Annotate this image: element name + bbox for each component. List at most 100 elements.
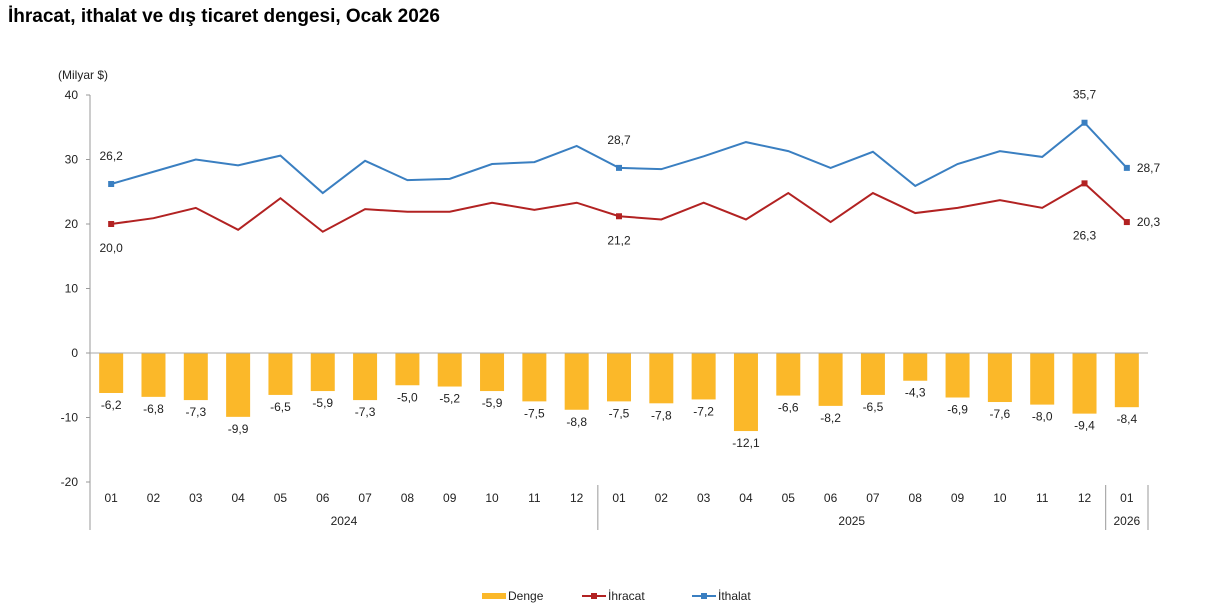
bar-denge: [818, 353, 843, 406]
marker-ithalat: [616, 164, 622, 171]
y-tick-label: 20: [65, 217, 79, 231]
x-tick-label: 10: [993, 491, 1007, 505]
x-tick-label: 04: [739, 491, 753, 505]
y-tick-label: 30: [65, 153, 79, 167]
bar-denge: [353, 353, 378, 401]
y-tick-label: 0: [71, 346, 78, 360]
y-tick-label: 10: [65, 282, 79, 296]
line-ihracat: [111, 182, 1128, 233]
bar-label: -7,8: [651, 408, 672, 422]
bar-denge: [480, 353, 505, 392]
chart-title: İhracat, ithalat ve dış ticaret dengesi,…: [8, 6, 440, 27]
bar-label: -5,0: [397, 390, 418, 404]
x-tick-label: 09: [443, 491, 457, 505]
bar-label: -8,4: [1116, 412, 1137, 426]
marker-ithalat: [1123, 164, 1130, 171]
point-label-ithalat: 28,7: [607, 133, 631, 147]
bar-label: -6,9: [947, 403, 968, 417]
x-tick-label: 01: [1120, 491, 1134, 505]
bar-label: -12,1: [732, 436, 760, 450]
bar-label: -6,5: [863, 400, 884, 414]
legend-denge: Denge: [508, 589, 544, 603]
bar-label: -9,4: [1074, 419, 1095, 433]
bar-label: -8,0: [1032, 410, 1053, 424]
bar-denge: [141, 353, 166, 397]
bar-label: -7,5: [609, 406, 630, 420]
bar-label: -9,9: [228, 422, 249, 436]
point-label-ithalat: 26,2: [99, 149, 123, 163]
marker-ihracat: [616, 213, 622, 220]
legend-ithalat: İthalat: [718, 589, 751, 603]
x-tick-label: 03: [697, 491, 711, 505]
bar-label: -7,3: [185, 405, 206, 419]
x-tick-label: 01: [612, 491, 626, 505]
bar-denge: [1072, 353, 1097, 414]
x-tick-label: 08: [909, 491, 923, 505]
bar-label: -4,3: [905, 386, 926, 400]
marker-ihracat: [1123, 219, 1130, 226]
bar-denge: [903, 353, 928, 381]
bar-denge: [860, 353, 885, 395]
marker-ithalat: [108, 181, 115, 188]
x-tick-label: 12: [570, 491, 584, 505]
bar-label: -6,2: [101, 398, 122, 412]
y-tick-label: -10: [61, 411, 79, 425]
x-tick-label: 02: [655, 491, 669, 505]
x-tick-label: 05: [782, 491, 796, 505]
x-tick-label: 06: [316, 491, 330, 505]
bar-denge: [268, 353, 293, 395]
bar-denge: [1030, 353, 1055, 405]
bar-label: -7,3: [355, 405, 376, 419]
legend-marker: [701, 593, 707, 599]
bar-denge: [226, 353, 251, 417]
x-tick-label: 04: [231, 491, 245, 505]
bar-label: -7,2: [693, 404, 714, 418]
year-label: 2024: [331, 514, 358, 528]
x-tick-label: 08: [401, 491, 415, 505]
bar-label: -5,9: [312, 396, 333, 410]
bar-label: -8,2: [820, 411, 841, 425]
bar-label: -5,2: [439, 392, 460, 406]
year-label: 2025: [838, 514, 865, 528]
point-label-ihracat: 21,2: [607, 233, 631, 247]
x-tick-label: 10: [485, 491, 499, 505]
legend-ihracat: İhracat: [608, 589, 645, 603]
bar-label: -7,6: [990, 407, 1011, 421]
bar-denge: [99, 353, 124, 393]
bar-denge: [987, 353, 1012, 403]
legend-marker: [591, 593, 597, 599]
x-tick-label: 11: [528, 491, 541, 505]
x-tick-label: 09: [951, 491, 965, 505]
bar-denge: [183, 353, 208, 401]
bar-denge: [564, 353, 589, 410]
x-tick-label: 11: [1036, 491, 1049, 505]
unit-label: (Milyar $): [58, 68, 108, 82]
x-tick-label: 06: [824, 491, 838, 505]
point-label-ihracat: 20,0: [99, 241, 123, 255]
bar-denge: [691, 353, 716, 400]
marker-ihracat: [1081, 180, 1088, 187]
marker-ihracat: [108, 221, 115, 227]
legend-swatch: [482, 593, 506, 599]
bar-denge: [776, 353, 801, 396]
x-tick-label: 01: [104, 491, 118, 505]
bar-label: -5,9: [482, 396, 503, 410]
x-tick-label: 12: [1078, 491, 1092, 505]
point-label-ihracat: 26,3: [1073, 228, 1097, 242]
bar-denge: [395, 353, 420, 386]
marker-ithalat: [1081, 119, 1088, 126]
x-tick-label: 07: [866, 491, 880, 505]
bar-denge: [733, 353, 758, 432]
x-tick-label: 03: [189, 491, 203, 505]
point-label-ithalat: 35,7: [1073, 88, 1097, 102]
bar-denge: [522, 353, 547, 402]
bar-label: -6,8: [143, 402, 164, 416]
bar-label: -6,5: [270, 400, 291, 414]
bar-label: -7,5: [524, 406, 545, 420]
y-tick-label: -20: [61, 475, 79, 489]
point-label-ithalat: 28,7: [1137, 161, 1161, 175]
bar-denge: [310, 353, 335, 392]
point-label-ihracat: 20,3: [1137, 215, 1161, 229]
bar-denge: [945, 353, 970, 398]
